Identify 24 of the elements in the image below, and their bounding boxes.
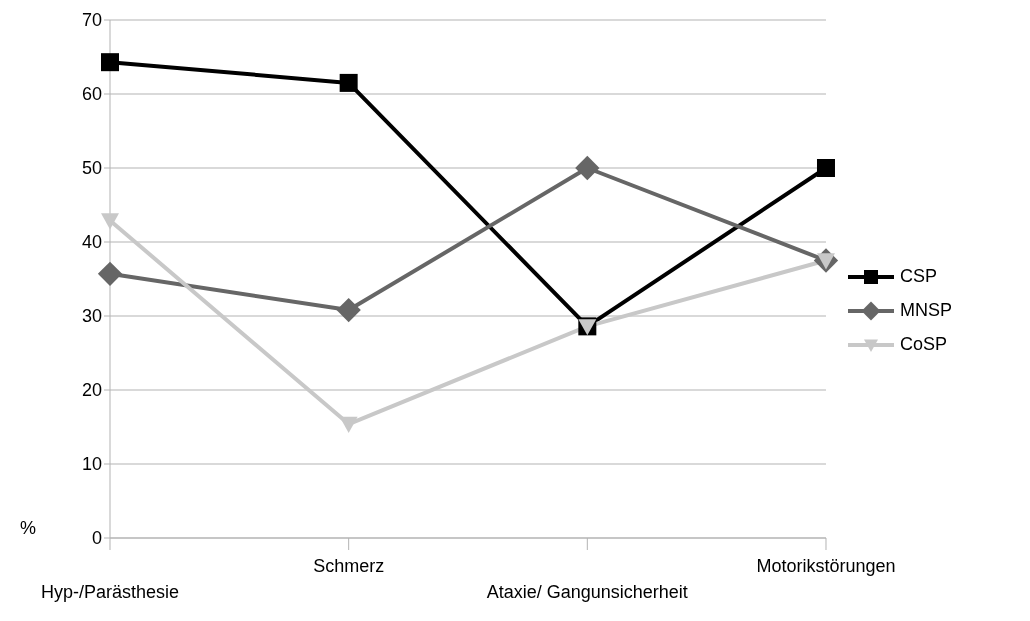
y-tick-label: 30 xyxy=(81,306,102,327)
y-tick-label: 70 xyxy=(81,10,102,31)
y-axis-title: % xyxy=(20,518,37,538)
x-tick-label: Schmerz xyxy=(313,556,385,576)
point xyxy=(575,155,600,181)
point xyxy=(816,159,835,177)
y-tick-label: 0 xyxy=(91,528,102,549)
x-tick-label: Hyp-/Parästhesie xyxy=(40,582,180,602)
point xyxy=(339,73,358,92)
point xyxy=(339,416,358,434)
y-tick-label: 40 xyxy=(81,232,102,253)
x-tick-label: Motorikstörungen xyxy=(756,556,896,576)
point xyxy=(101,53,119,72)
legend-label: CoSP xyxy=(899,334,948,355)
y-tick-label: 20 xyxy=(81,380,102,401)
y-tick-label: 10 xyxy=(81,454,102,475)
point xyxy=(336,297,361,323)
legend-label: MNSP xyxy=(899,300,952,321)
legend-label: CSP xyxy=(899,266,937,287)
point xyxy=(101,213,119,230)
y-tick-label: 50 xyxy=(81,158,102,179)
x-tick-label: Ataxie/ Gangunsicherheit xyxy=(486,582,688,602)
y-tick-label: 60 xyxy=(81,84,102,105)
point xyxy=(97,261,123,286)
